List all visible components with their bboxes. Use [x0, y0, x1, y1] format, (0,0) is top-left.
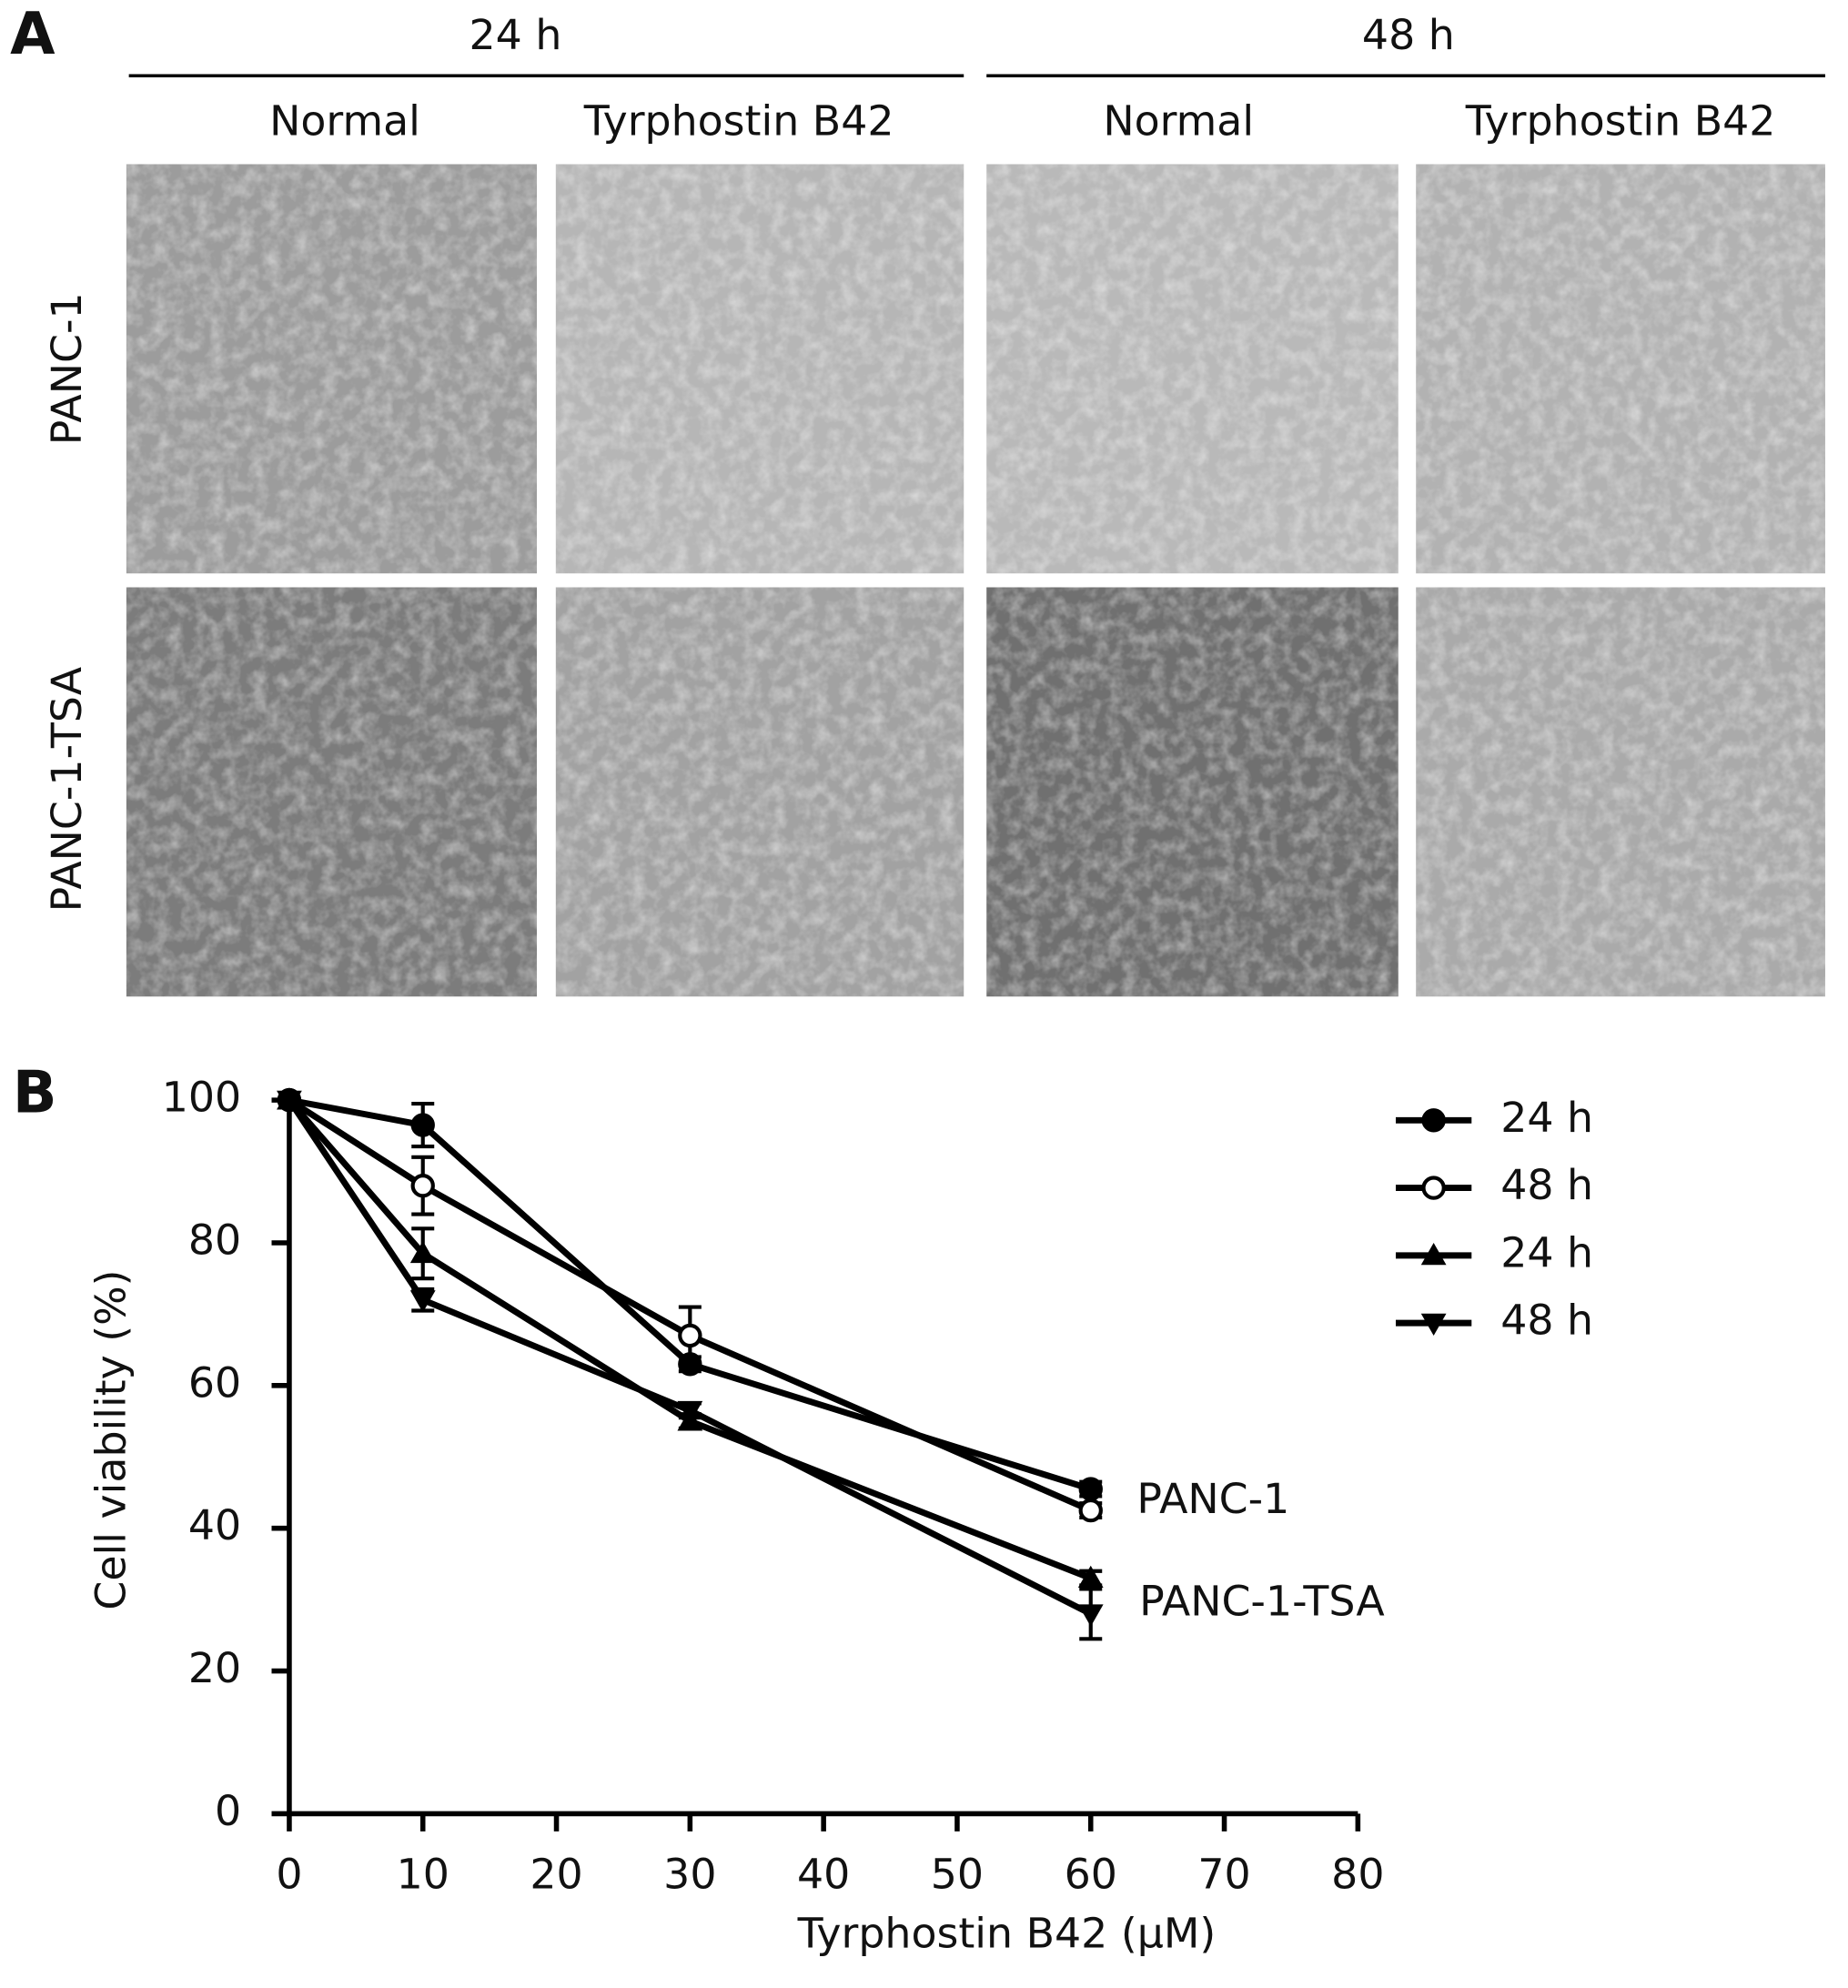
- legend-label: 48 h: [1500, 1296, 1593, 1345]
- series-line: [288, 1096, 1092, 1492]
- column-header: Normal: [269, 96, 420, 146]
- micrographs: [126, 164, 1825, 997]
- marker: [677, 1400, 703, 1424]
- x-axis-label: Tyrphostin B42 (μM): [797, 1909, 1217, 1958]
- series-line: [287, 1098, 1093, 1617]
- time-header: 48 h: [1362, 10, 1455, 59]
- y-axis-label: Cell viability (%): [86, 1269, 135, 1610]
- marker: [410, 1174, 435, 1198]
- x-tick-label: 80: [1331, 1849, 1384, 1898]
- marker: [277, 1090, 302, 1113]
- x-tick-label: 10: [397, 1849, 449, 1898]
- legend-label: 24 h: [1500, 1227, 1593, 1277]
- series-line: [287, 1097, 1093, 1581]
- panel-label: A: [10, 1, 56, 68]
- y-tick-label: 20: [188, 1643, 241, 1692]
- marker: [1077, 1565, 1104, 1589]
- marker: [678, 1323, 702, 1348]
- annotation: PANC-1-TSA: [1139, 1576, 1384, 1625]
- marker: [1078, 1498, 1103, 1523]
- y-tick-label: 40: [188, 1500, 241, 1549]
- column-header: Tyrphostin B42: [1465, 96, 1776, 146]
- y-tick-label: 80: [188, 1215, 241, 1264]
- x-tick-label: 30: [663, 1849, 716, 1898]
- x-tick-label: 40: [797, 1849, 850, 1898]
- series-line: [288, 1097, 1093, 1514]
- x-tick-label: 70: [1197, 1849, 1250, 1898]
- marker: [409, 1290, 436, 1313]
- x-tick-label: 60: [1065, 1849, 1117, 1898]
- column-header: Tyrphostin B42: [583, 96, 894, 146]
- y-tick-label: 0: [215, 1786, 241, 1835]
- marker: [409, 1240, 436, 1264]
- legend-marker: [1421, 1176, 1446, 1200]
- row-label: PANC-1: [42, 292, 91, 445]
- marker: [1078, 1477, 1103, 1501]
- annotation: PANC-1: [1136, 1474, 1289, 1523]
- y-tick-label: 100: [162, 1073, 241, 1122]
- marker: [1077, 1604, 1104, 1627]
- panel-label: B: [13, 1060, 57, 1127]
- y-tick-label: 60: [188, 1357, 241, 1407]
- x-tick-label: 0: [276, 1849, 302, 1898]
- marker: [410, 1113, 435, 1137]
- legend-marker: [1421, 1108, 1446, 1133]
- legend-label: 24 h: [1500, 1093, 1593, 1142]
- column-header: Normal: [1103, 96, 1254, 146]
- x-tick-label: 20: [530, 1849, 582, 1898]
- x-tick-label: 50: [931, 1849, 984, 1898]
- row-label: PANC-1-TSA: [42, 667, 91, 912]
- legend-marker: [1420, 1242, 1447, 1266]
- time-header: 24 h: [469, 10, 561, 59]
- legend-marker: [1420, 1313, 1447, 1337]
- legend-label: 48 h: [1500, 1160, 1593, 1209]
